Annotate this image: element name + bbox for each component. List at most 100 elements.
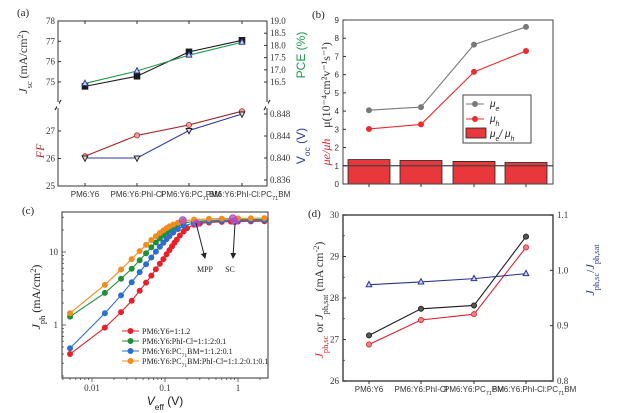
y-axis-title-voc-part: V bbox=[294, 156, 308, 164]
y-axis-title-voc: Voc (V) bbox=[294, 128, 312, 164]
legend-label-mu-h: μh bbox=[489, 114, 499, 128]
data-point-ff bbox=[185, 121, 192, 128]
x-category-label: PM6:Y6:PhI-Cl bbox=[395, 385, 448, 394]
y-tick-label-right: 1.1 bbox=[557, 210, 568, 220]
x-category-label-part: PM6:Y6:PhI-Cl:PC bbox=[492, 385, 558, 394]
bar-mu-ratio bbox=[347, 159, 391, 185]
data-point-series-3 bbox=[67, 310, 74, 317]
data-point-series-2 bbox=[174, 226, 181, 233]
legend-marker-0 bbox=[127, 327, 134, 334]
data-point-series-2 bbox=[148, 254, 155, 261]
data-point-series-2 bbox=[67, 345, 74, 352]
legend-label-ratio-part: e bbox=[495, 136, 499, 143]
y-tick-label-left: 28 bbox=[330, 293, 340, 303]
legend-label-mu-e-part: μ bbox=[489, 99, 496, 110]
data-point-mu-h bbox=[523, 47, 530, 54]
series-line-ff bbox=[84, 110, 243, 157]
legend-marker-mu-e bbox=[471, 101, 478, 108]
legend-label-2-part: BM=1:1.2:0.1 bbox=[187, 347, 232, 356]
plot-frame-a bbox=[57, 20, 268, 187]
y-axis-title-jsc-part: J bbox=[16, 88, 30, 94]
data-point-mu-h bbox=[417, 121, 424, 128]
legend-label-3-part: 71 bbox=[182, 363, 188, 369]
y-tick-label-left: 29 bbox=[330, 252, 340, 262]
x-tick-label: 0.01 bbox=[84, 383, 100, 393]
legend-label-mu-h-part: μ bbox=[489, 114, 496, 125]
axis-gap-left bbox=[57, 102, 59, 108]
data-point-series-2 bbox=[156, 243, 163, 250]
panel-a: 75 76 77 78 25 26 27 16.5 17.0 17.5 18.0 18.5 19.0 0.… bbox=[16, 16, 313, 202]
data-point-series-3 bbox=[128, 256, 135, 263]
legend-label-3-part: BM:PhI-Cl=1:1.2:0.1:0.1 bbox=[187, 357, 268, 366]
data-point-series-1 bbox=[118, 275, 125, 282]
data-point-series-0 bbox=[470, 302, 477, 309]
legend-label-mu-h-part: h bbox=[495, 121, 499, 128]
legend-marker-mu-h bbox=[471, 116, 478, 123]
y-axis-title-ratio: μe/μh bbox=[319, 139, 333, 167]
tick-label-left-lower: 27 bbox=[46, 126, 56, 136]
data-point-series-1 bbox=[417, 316, 424, 323]
legend-label-ratio: μe/ μh bbox=[489, 129, 514, 143]
data-point-voc bbox=[133, 155, 141, 163]
y-axis-title-jsc-part: 2 bbox=[16, 34, 25, 38]
data-point-series-0 bbox=[136, 287, 143, 294]
y-axis-title-jph-part: (mA/cm bbox=[29, 272, 43, 316]
y-tick-label-left: 30 bbox=[330, 210, 340, 220]
legend-label-1-part: PM6:Y6:PhI-Cl=1:1:2:0.1 bbox=[142, 337, 226, 346]
data-point-series-2 bbox=[417, 277, 425, 285]
x-category-label-part: PM6:Y6:PhI-Cl:PC bbox=[206, 190, 272, 199]
bar-mu-ratio bbox=[399, 160, 443, 185]
panel-label-d: (d) bbox=[308, 208, 321, 220]
data-point-series-0 bbox=[417, 305, 424, 312]
x-axis-title-veff-part: V bbox=[147, 394, 156, 408]
panel-d: 26 27 28 29 30 0.8 0.9 1.0 1.1 PM6:Y6 PM6:Y6:PhI-C… bbox=[312, 210, 601, 397]
data-point-voc bbox=[185, 128, 193, 135]
legend-label-2: PM6:Y6:PC71BM=1:1.2:0.1 bbox=[142, 347, 233, 359]
data-point-series-0 bbox=[523, 233, 530, 240]
panel-label-c: (c) bbox=[22, 205, 35, 217]
x-category-label: PM6:Y6:PhI-Cl bbox=[111, 190, 164, 199]
data-point-series-2 bbox=[136, 269, 143, 276]
data-point-mu-e bbox=[365, 107, 372, 114]
x-category-label-part: PM6:Y6:PhI-Cl bbox=[395, 385, 448, 394]
y-axis-title-ratio-part: ph,sat bbox=[592, 244, 601, 264]
data-point-series-1 bbox=[128, 265, 135, 272]
tick-label-left-lower: 26 bbox=[46, 154, 56, 164]
legend-marker-3 bbox=[127, 357, 134, 364]
data-point-series-0 bbox=[160, 256, 167, 263]
tick-label-right-upper: 19.0 bbox=[270, 16, 286, 26]
data-point-series-3 bbox=[136, 248, 143, 255]
y-axis-title-ratio-part: J bbox=[583, 290, 597, 296]
y-axis-title-jph-part: or bbox=[312, 320, 326, 336]
legend-label-0: PM6:Y6=1:1.2 bbox=[142, 327, 190, 336]
data-point-pce bbox=[238, 37, 246, 45]
y-axis-title-jph-part: ph,sat bbox=[321, 294, 330, 314]
series-line-2 bbox=[368, 273, 527, 286]
data-point-voc bbox=[238, 111, 246, 119]
x-tick-label: 1 bbox=[236, 383, 241, 393]
data-point-series-2 bbox=[152, 248, 159, 255]
data-point-series-0 bbox=[163, 251, 170, 258]
bar-mu-ratio bbox=[452, 161, 496, 185]
data-point-series-0 bbox=[173, 236, 180, 243]
axis-gap-right bbox=[266, 102, 268, 108]
panel-label-b: (b) bbox=[312, 9, 325, 21]
legend-label-ratio-part: h bbox=[510, 136, 514, 143]
x-tick-label: 0.1 bbox=[159, 383, 170, 393]
y-axis-title-jph: Jph (mA/cm2) bbox=[29, 265, 47, 330]
x-category-label-part: BM bbox=[492, 385, 504, 394]
data-point-series-0 bbox=[156, 260, 163, 267]
data-point-series-1 bbox=[152, 239, 159, 246]
annotation-sc: SC bbox=[225, 265, 235, 274]
tick-label-right-upper: 18.5 bbox=[270, 28, 286, 38]
data-point-series-2 bbox=[365, 280, 373, 288]
x-category-label-part: PM6:Y6:PC bbox=[161, 190, 203, 199]
y-tick-label-right: 0.8 bbox=[557, 376, 569, 386]
y-axis-title-voc-part: oc bbox=[302, 147, 312, 156]
y-tick-label: 2 bbox=[335, 144, 340, 153]
y-tick-label-left: 27 bbox=[330, 335, 340, 345]
plot-frame-b bbox=[342, 19, 554, 185]
data-point-series-1 bbox=[148, 244, 155, 251]
data-point-mu-e bbox=[523, 23, 530, 30]
x-category-label-part: BM bbox=[278, 190, 290, 199]
